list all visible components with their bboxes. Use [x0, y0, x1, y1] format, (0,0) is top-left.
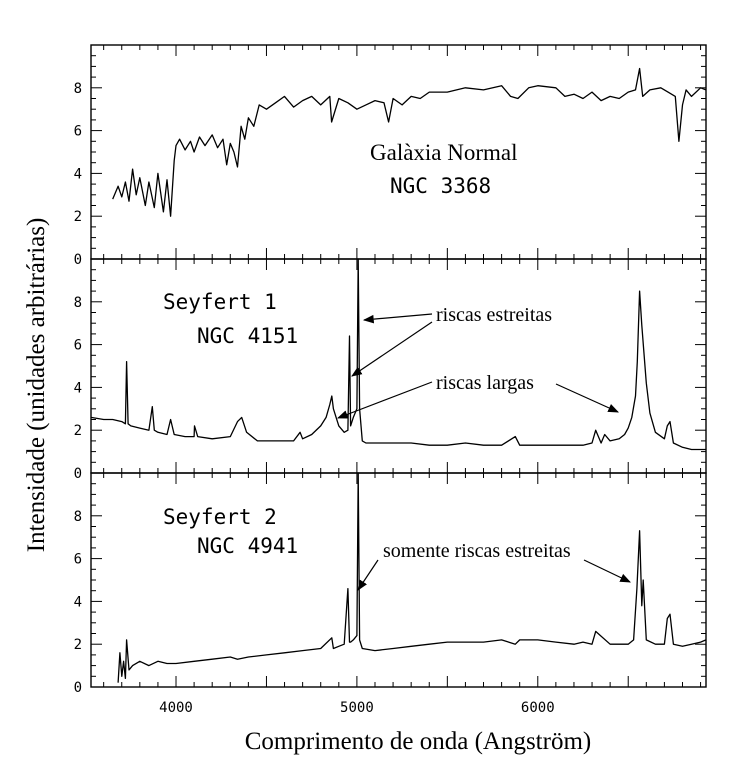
y-tick-label: 8 — [74, 295, 82, 311]
y-tick-label: 4 — [74, 166, 82, 182]
x-tick-label: 5000 — [340, 700, 374, 716]
y-tick-label: 2 — [74, 209, 82, 225]
y-axis-title: Intensidade (unidades arbitrárias) — [23, 218, 50, 553]
y-tick-label: 0 — [74, 252, 82, 268]
panel-id-seyfert2: NGC 4941 — [197, 534, 298, 558]
spectrum-line-seyfert1 — [90, 258, 706, 451]
annotation-broad-lines: riscas largas — [436, 372, 534, 394]
annotation-narrow-lines: riscas estreitas — [436, 304, 552, 326]
annotation-only-narrow-lines: somente riscas estreitas — [383, 540, 571, 562]
panel-id-normal: NGC 3368 — [390, 174, 491, 198]
spectrum-line-normal — [112, 67, 707, 217]
y-tick-label: 6 — [74, 338, 82, 354]
tick-labels: 0 2 4 6 8 0 2 4 6 8 0 2 4 6 8 4000 5000 6000 — [74, 81, 555, 716]
y-tick-label: 0 — [74, 466, 82, 482]
y-tick-label: 2 — [74, 637, 82, 653]
arrow-only-narrow-halpha — [583, 559, 631, 583]
x-tick-label: 4000 — [159, 700, 193, 716]
arrow-narrow-oiii — [362, 313, 433, 324]
panel-name-normal: Galàxia Normal — [370, 140, 518, 165]
y-tick-label: 4 — [74, 594, 82, 610]
arrow-narrow-hbeta — [351, 321, 433, 377]
y-tick-label: 0 — [74, 680, 82, 696]
y-tick-label: 2 — [74, 423, 82, 439]
panel-name-seyfert1: Seyfert 1 — [163, 290, 277, 314]
panel-name-seyfert2: Seyfert 2 — [163, 505, 277, 529]
y-tick-label: 4 — [74, 380, 82, 396]
y-tick-label: 6 — [74, 124, 82, 140]
arrow-only-narrow-oiii — [357, 559, 379, 591]
x-axis-title: Comprimento de onda (Angström) — [245, 728, 591, 755]
tick-marks — [91, 44, 706, 688]
y-tick-label: 6 — [74, 552, 82, 568]
y-tick-label: 8 — [74, 81, 82, 97]
panel-id-seyfert1: NGC 4151 — [197, 324, 298, 348]
spectrum-line-seyfert2 — [117, 472, 707, 683]
arrow-broad-hbeta — [336, 381, 433, 419]
arrow-broad-halpha — [555, 383, 619, 413]
y-tick-label: 8 — [74, 509, 82, 525]
x-tick-label: 6000 — [521, 700, 555, 716]
